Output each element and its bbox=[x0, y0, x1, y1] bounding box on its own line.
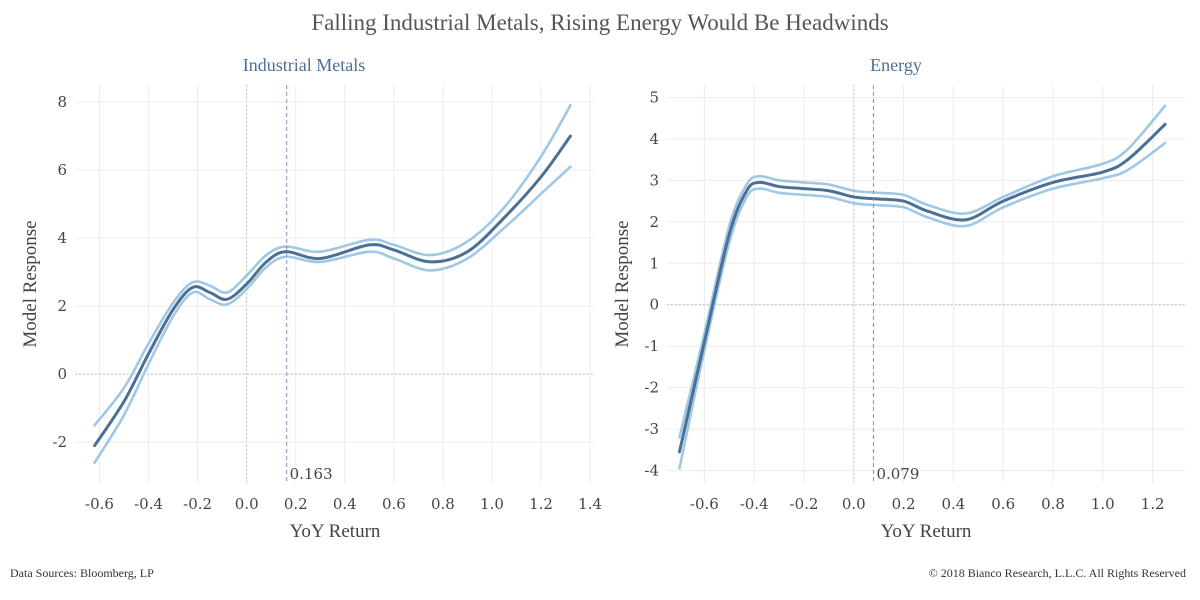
x-tick-label: -0.6 bbox=[690, 495, 719, 513]
x-tick-label: 0.6 bbox=[991, 495, 1015, 513]
x-axis-label: YoY Return bbox=[881, 521, 972, 542]
series-line-mean bbox=[677, 122, 1167, 454]
x-tick-label: -0.4 bbox=[134, 495, 163, 513]
x-tick-label: 1.0 bbox=[480, 495, 504, 513]
y-tick-label: 1 bbox=[649, 254, 659, 272]
panel-energy: Energy -0.6 -0.4 -0.2 0.0 0.2 0.4 0.6 0.8 1.0 1.2 -… bbox=[612, 55, 1185, 542]
gridlines bbox=[667, 85, 1185, 483]
series-line-lower bbox=[678, 141, 1167, 470]
y-tick-label: 8 bbox=[57, 93, 67, 111]
x-tick-label: 1.2 bbox=[1141, 495, 1165, 513]
series-line-upper bbox=[93, 104, 572, 427]
page-title: Falling Industrial Metals, Rising Energy… bbox=[311, 10, 889, 35]
y-tick-label: 4 bbox=[649, 130, 659, 148]
y-tick-label: 4 bbox=[57, 229, 67, 247]
y-tick-label: -2 bbox=[644, 379, 659, 397]
series-line-lower bbox=[93, 165, 572, 464]
x-tick-label: 0.4 bbox=[333, 495, 357, 513]
y-tick-label: 2 bbox=[649, 213, 659, 231]
x-tick-label: 0.0 bbox=[842, 495, 866, 513]
panel-title: Industrial Metals bbox=[243, 55, 365, 75]
x-axis-label: YoY Return bbox=[290, 521, 381, 542]
x-tick-label: 0.8 bbox=[1041, 495, 1065, 513]
y-tick-label: 6 bbox=[57, 161, 67, 179]
y-tick-label: 2 bbox=[57, 297, 67, 315]
y-tick-label: 5 bbox=[649, 88, 659, 106]
gridlines bbox=[75, 85, 595, 483]
y-axis-label: Model Response bbox=[612, 220, 633, 347]
x-tick-label: 0.2 bbox=[284, 495, 308, 513]
x-tick-label: 1.0 bbox=[1091, 495, 1115, 513]
y-tick-label: 0 bbox=[649, 296, 659, 314]
vline-label: 0.163 bbox=[290, 465, 333, 483]
x-tick-label: 0.0 bbox=[235, 495, 259, 513]
y-tick-label: 3 bbox=[649, 171, 659, 189]
x-tick-label: 0.2 bbox=[892, 495, 916, 513]
x-tick-label: -0.2 bbox=[790, 495, 819, 513]
series-line-upper bbox=[678, 104, 1167, 439]
data-source-note: Data Sources: Bloomberg, LP bbox=[10, 566, 154, 580]
x-tick-label: -0.4 bbox=[740, 495, 769, 513]
x-tick-label: -0.2 bbox=[183, 495, 212, 513]
y-tick-label: 0 bbox=[57, 365, 67, 383]
vline-label: 0.079 bbox=[876, 465, 919, 483]
y-tick-label: -3 bbox=[644, 420, 659, 438]
copyright-note: © 2018 Bianco Research, L.L.C. All Right… bbox=[928, 566, 1186, 580]
y-tick-label: -4 bbox=[644, 462, 659, 480]
series-line-mean bbox=[93, 134, 572, 448]
panel-industrial-metals: Industrial Metals-0.6 -0.4 -0.2 0.0 0.2 0.4 0.… bbox=[20, 55, 602, 542]
panel-title: Energy bbox=[870, 55, 922, 75]
y-axis-label: Model Response bbox=[20, 220, 41, 347]
x-tick-label: 0.4 bbox=[941, 495, 965, 513]
x-tick-label: 0.6 bbox=[382, 495, 406, 513]
x-tick-label: 1.4 bbox=[578, 495, 602, 513]
y-tick-label: -2 bbox=[52, 433, 67, 451]
y-tick-label: -1 bbox=[644, 337, 659, 355]
x-tick-label: 0.8 bbox=[431, 495, 455, 513]
x-tick-label: 1.2 bbox=[529, 495, 553, 513]
x-tick-label: -0.6 bbox=[85, 495, 114, 513]
